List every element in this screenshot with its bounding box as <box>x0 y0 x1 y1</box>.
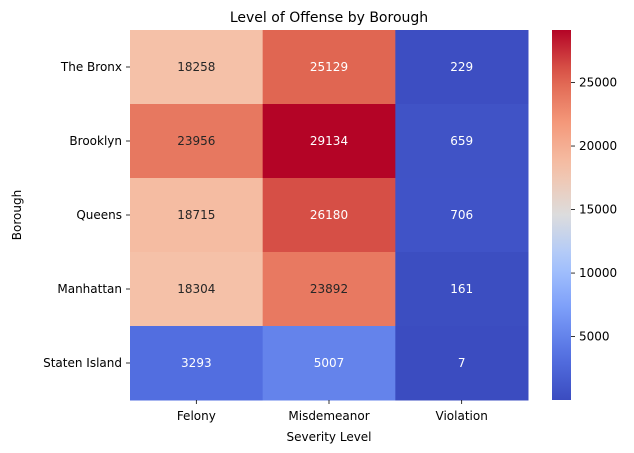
cell-value-label: 706 <box>450 208 473 222</box>
heatmap-cells <box>130 30 529 401</box>
colorbar-tick-label: 25000 <box>579 76 617 90</box>
heatmap-cell <box>130 178 264 253</box>
cell-value-label: 18304 <box>177 282 215 296</box>
heatmap-cell <box>395 252 529 327</box>
cell-value-label: 25129 <box>310 60 348 74</box>
y-axis-label: Borough <box>10 190 24 240</box>
colorbar-tick-label: 15000 <box>579 203 617 217</box>
heatmap-axes: Felony Misdemeanor Violation The Bronx Brook… <box>43 60 488 423</box>
heatmap-cell <box>262 104 396 179</box>
heatmap-cell <box>262 326 396 401</box>
cell-value-label: 18258 <box>177 60 215 74</box>
heatmap-cell-labels: 18258 25129 229 23956 29134 659 18715 26180 706 1… <box>177 60 473 370</box>
x-axis-label: Severity Level <box>286 430 371 444</box>
colorbar-tick-label: 10000 <box>579 266 617 280</box>
y-tick-label: Queens <box>76 208 122 222</box>
y-tick-label: Brooklyn <box>69 134 122 148</box>
chart-title: Level of Offense by Borough <box>230 10 428 26</box>
heatmap-cell <box>395 326 529 401</box>
cell-value-label: 659 <box>450 134 473 148</box>
cell-value-label: 26180 <box>310 208 348 222</box>
cell-value-label: 3293 <box>181 356 212 370</box>
heatmap-cell <box>262 252 396 327</box>
heatmap-cell <box>395 104 529 179</box>
cell-value-label: 5007 <box>314 356 345 370</box>
cell-value-label: 29134 <box>310 134 348 148</box>
heatmap-cell <box>130 252 264 327</box>
cell-value-label: 23892 <box>310 282 348 296</box>
cell-value-label: 161 <box>450 282 473 296</box>
cell-value-label: 229 <box>450 60 473 74</box>
heatmap-cell <box>130 104 264 179</box>
y-tick-label: The Bronx <box>60 60 122 74</box>
cell-value-label: 18715 <box>177 208 215 222</box>
colorbar: 5000 10000 15000 20000 25000 <box>552 30 617 400</box>
x-tick-label: Misdemeanor <box>288 409 369 423</box>
cell-value-label: 7 <box>458 356 466 370</box>
colorbar-tick-label: 20000 <box>579 139 617 153</box>
heatmap-cell <box>262 178 396 253</box>
heatmap-cell <box>130 326 264 401</box>
heatmap-cell <box>395 178 529 253</box>
heatmap-cell <box>130 30 264 105</box>
x-tick-label: Felony <box>177 409 216 423</box>
colorbar-tick-label: 5000 <box>579 330 610 344</box>
colorbar-gradient <box>552 30 571 400</box>
heatmap-cell <box>262 30 396 105</box>
x-tick-label: Violation <box>436 409 488 423</box>
y-tick-label: Manhattan <box>57 282 122 296</box>
heatmap-cell <box>395 30 529 105</box>
cell-value-label: 23956 <box>177 134 215 148</box>
y-tick-label: Staten Island <box>43 356 122 370</box>
